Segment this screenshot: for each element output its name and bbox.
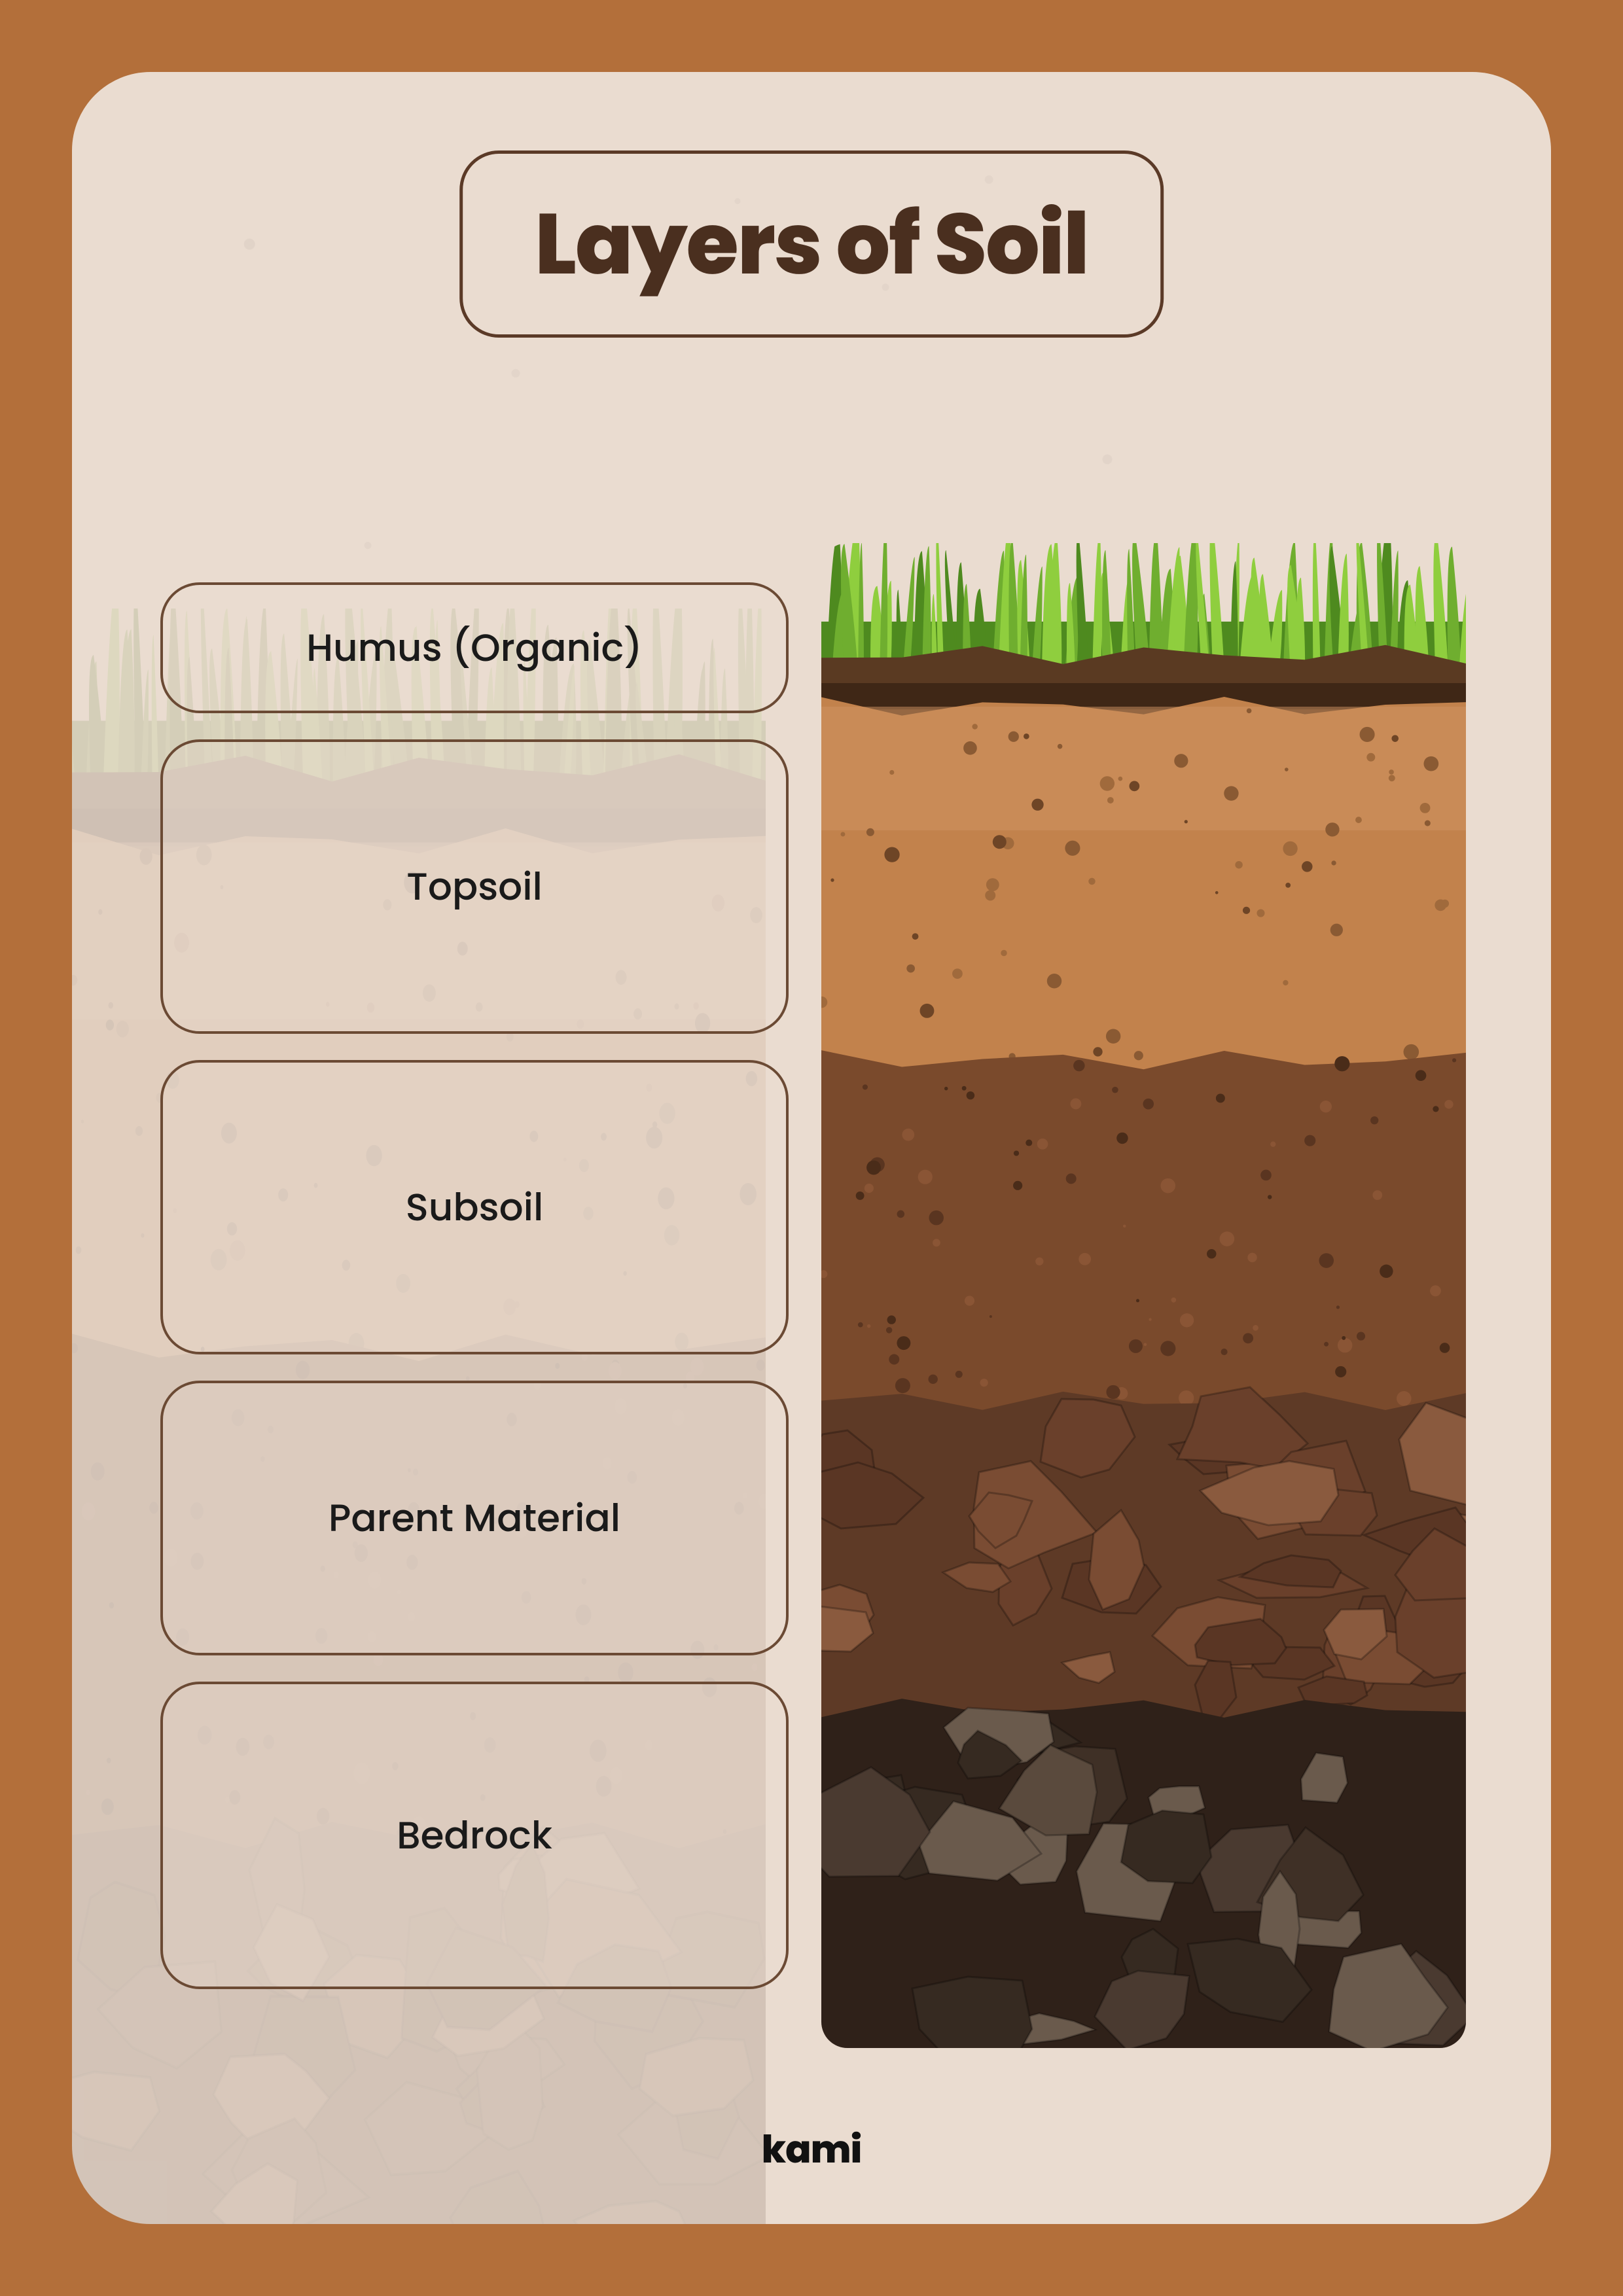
label-box-1: Topsoil xyxy=(160,739,789,1034)
footer-brand: kami xyxy=(762,2121,862,2178)
card: Layers of Soil Humus (Organic) Topsoil Sub… xyxy=(72,72,1551,2224)
page-title: Layers of Soil xyxy=(535,180,1088,308)
label-text-2: Subsoil xyxy=(406,1179,544,1236)
label-box-4: Bedrock xyxy=(160,1682,789,1989)
soil-diagram xyxy=(821,543,1466,2048)
label-text-3: Parent Material xyxy=(329,1490,620,1547)
label-text-4: Bedrock xyxy=(397,1807,552,1864)
label-text-0: Humus (Organic) xyxy=(306,620,643,677)
label-text-1: Topsoil xyxy=(406,858,543,915)
labels-column: Humus (Organic) Topsoil Subsoil Parent Mate… xyxy=(160,582,789,1989)
outer-frame: Layers of Soil Humus (Organic) Topsoil Sub… xyxy=(0,0,1623,2296)
soil-svg xyxy=(821,543,1466,2048)
label-box-3: Parent Material xyxy=(160,1381,789,1655)
title-box: Layers of Soil xyxy=(459,150,1164,338)
label-box-2: Subsoil xyxy=(160,1060,789,1354)
label-box-0: Humus (Organic) xyxy=(160,582,789,713)
